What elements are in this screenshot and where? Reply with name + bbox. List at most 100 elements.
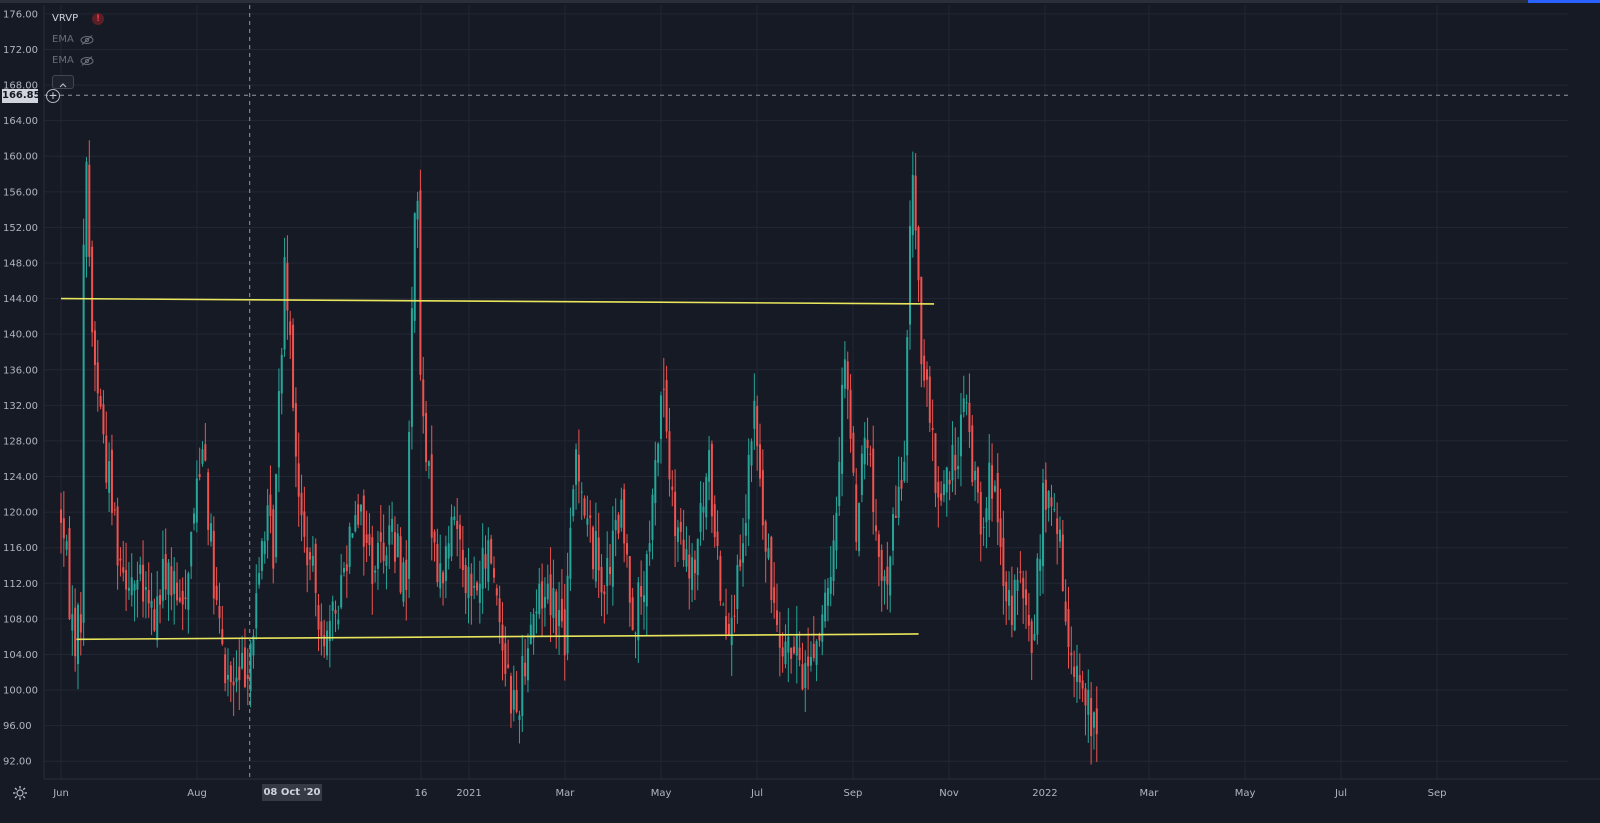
candle-down <box>317 605 320 630</box>
y-tick-label: 108.00 <box>3 614 38 625</box>
candle-down <box>504 643 507 674</box>
candle-up <box>965 402 968 404</box>
candle-up <box>481 547 484 589</box>
trendlines[interactable] <box>60 297 935 641</box>
collapse-indicators-button[interactable] <box>52 75 74 89</box>
candle-down <box>1070 652 1073 656</box>
candle-up <box>374 570 377 573</box>
candle-up <box>337 619 340 625</box>
y-tick-label: 148.00 <box>3 259 38 270</box>
candle-down <box>640 586 643 597</box>
candle-down <box>592 527 595 570</box>
candle-down <box>91 246 94 333</box>
grid-lines <box>44 5 1568 779</box>
candle-down <box>524 662 527 677</box>
eye-off-icon[interactable] <box>80 56 94 66</box>
candle-up <box>167 562 170 595</box>
candle-down <box>869 453 872 455</box>
candle-up <box>283 257 286 350</box>
add-alert-plus-icon[interactable]: + <box>46 89 60 103</box>
candle-down <box>812 643 815 659</box>
warning-icon[interactable]: ! <box>92 13 104 25</box>
y-tick-label: 120.00 <box>3 508 38 519</box>
candle-down <box>292 324 295 408</box>
candle-down <box>628 556 631 603</box>
candle-up <box>705 477 708 518</box>
candle-up <box>450 516 453 557</box>
y-tick-label: 124.00 <box>3 472 38 483</box>
candle-up <box>572 489 575 517</box>
candle-down <box>1078 674 1081 683</box>
candle-down <box>626 543 628 555</box>
candle-down <box>713 504 716 538</box>
candle-up <box>226 674 229 680</box>
candle-up <box>328 620 331 642</box>
candle-up <box>187 573 190 610</box>
candle-up <box>255 593 258 629</box>
candle-down <box>379 532 382 542</box>
candle-down <box>792 646 795 654</box>
candle-down <box>425 412 428 463</box>
candle-up <box>343 567 345 573</box>
candle-down <box>507 664 510 668</box>
indicator-label-ema-2[interactable]: EMA <box>52 55 74 66</box>
candle-up <box>699 502 702 532</box>
x-tick-label: 16 <box>415 788 428 799</box>
candle-up <box>136 579 139 590</box>
indicator-label-vrvp[interactable]: VRVP <box>52 13 79 24</box>
candle-down <box>303 511 306 537</box>
y-tick-label: 112.00 <box>3 579 38 590</box>
candle-down <box>954 454 957 471</box>
candle-down <box>116 506 119 566</box>
x-tick-label: 2022 <box>1032 788 1057 799</box>
candle-up <box>376 542 379 569</box>
candle-up <box>447 543 450 559</box>
candle-up <box>201 449 204 464</box>
indicator-label-ema-1[interactable]: EMA <box>52 34 74 45</box>
candle-up <box>645 554 648 607</box>
candle-up <box>478 583 481 603</box>
candle-up <box>889 556 892 596</box>
candle-up <box>1053 508 1056 510</box>
top-border <box>0 0 1600 3</box>
candle-down <box>334 609 337 614</box>
candle-down <box>221 629 224 645</box>
y-tick-label: 116.00 <box>3 543 38 554</box>
candle-up <box>518 715 521 720</box>
candle-up <box>391 518 394 532</box>
candle-down <box>176 582 179 601</box>
candle-down <box>971 425 974 483</box>
gear-icon[interactable] <box>12 785 28 801</box>
candle-up <box>1033 633 1036 640</box>
y-tick-label: 160.00 <box>3 152 38 163</box>
candle-up <box>841 384 844 474</box>
candle-up <box>410 308 413 427</box>
candle-up <box>82 244 85 623</box>
candle-up <box>957 466 960 470</box>
x-tick-label: Sep <box>844 788 863 799</box>
candle-down <box>1002 537 1005 587</box>
candle-down <box>759 444 762 479</box>
x-tick-label: Sep <box>1428 788 1447 799</box>
eye-off-icon[interactable] <box>80 35 94 45</box>
candle-up <box>487 540 490 582</box>
candle-up <box>747 454 750 520</box>
candle-up <box>209 523 212 542</box>
candle-up <box>133 583 136 591</box>
candle-down <box>790 647 793 659</box>
candle-down <box>1019 571 1022 573</box>
candle-down <box>178 597 181 602</box>
candle-down <box>671 486 674 490</box>
candle-up <box>1016 579 1019 591</box>
candle-down <box>498 598 501 623</box>
candle-down <box>849 389 852 439</box>
candle-up <box>280 354 283 394</box>
candle-down <box>996 472 999 523</box>
candle-down <box>770 536 773 601</box>
candle-up <box>838 461 841 507</box>
x-tick-label: Mar <box>556 788 576 799</box>
candle-down <box>1005 581 1008 602</box>
candle-up <box>708 450 711 482</box>
candle-up <box>521 655 524 716</box>
